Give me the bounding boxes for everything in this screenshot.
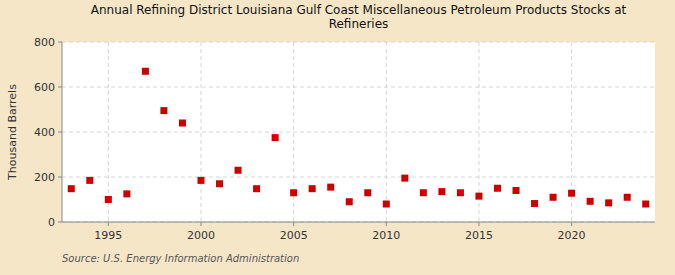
annotation: Source: U.S. Energy Information Administ… [62, 253, 299, 264]
point [346, 198, 353, 205]
tick-label: 2010 [372, 229, 400, 242]
grid-line [62, 42, 655, 43]
y-axis-label: Thousand Barrels [6, 84, 19, 181]
title: Annual Refining District Louisiana Gulf … [91, 3, 627, 31]
point [568, 190, 575, 197]
tick-label: 2015 [465, 229, 493, 242]
tick-label: 2000 [187, 229, 215, 242]
title-line: Annual Refining District Louisiana Gulf … [91, 3, 627, 17]
point [494, 185, 501, 192]
tick-label: 800 [34, 36, 55, 49]
tick-mark [293, 222, 294, 226]
point [86, 177, 93, 184]
point [105, 196, 112, 203]
tick-mark [478, 222, 479, 226]
plot-background [62, 42, 655, 222]
grid-line [200, 42, 201, 222]
point [216, 180, 223, 187]
tick-mark [58, 87, 62, 88]
x-axis-line [62, 222, 655, 223]
point [179, 120, 186, 127]
point [383, 201, 390, 208]
point [327, 184, 334, 191]
tick-label: 400 [34, 126, 55, 139]
point [438, 188, 445, 195]
grid-line [62, 222, 655, 223]
points [68, 68, 649, 208]
tick-label: 2005 [280, 229, 308, 242]
grid-line [386, 42, 387, 222]
point [253, 185, 260, 192]
point [420, 189, 427, 196]
tick-mark [58, 132, 62, 133]
grid [62, 42, 655, 222]
tick-mark [200, 222, 201, 226]
point [642, 201, 649, 208]
tick-label: 1995 [94, 229, 122, 242]
point [401, 175, 408, 182]
tick-label: 600 [34, 81, 55, 94]
grid-line [62, 177, 655, 178]
point [235, 167, 242, 174]
tick-mark [58, 42, 62, 43]
background [0, 0, 675, 275]
point [68, 185, 75, 192]
y-axis-line [62, 42, 63, 222]
point [272, 134, 279, 141]
point [513, 187, 520, 194]
grid-line [108, 42, 109, 222]
point [475, 193, 482, 200]
point [142, 68, 149, 75]
point [587, 198, 594, 205]
tick-mark [571, 222, 572, 226]
tick-mark [58, 177, 62, 178]
tick-mark [386, 222, 387, 226]
point [197, 177, 204, 184]
tick-label: 200 [34, 171, 55, 184]
point [123, 190, 130, 197]
tick-label: 2020 [558, 229, 586, 242]
point [290, 189, 297, 196]
grid-line [62, 87, 655, 88]
point [605, 199, 612, 206]
point [364, 189, 371, 196]
point [624, 194, 631, 201]
title-line: Refineries [329, 17, 389, 31]
tick-mark [58, 222, 62, 223]
point [309, 185, 316, 192]
point [457, 189, 464, 196]
point [531, 200, 538, 207]
point [550, 194, 557, 201]
point [160, 107, 167, 114]
grid-line [62, 132, 655, 133]
chart: 0 200 400 600 800 1995 2000 2005 2010 2015 2020 Ann… [0, 0, 675, 275]
tick-mark [108, 222, 109, 226]
tick-label: 0 [48, 216, 55, 229]
